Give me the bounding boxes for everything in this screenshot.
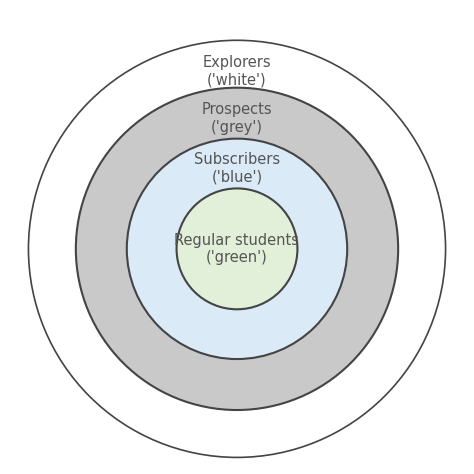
- Text: Prospects
('grey'): Prospects ('grey'): [202, 102, 272, 135]
- Circle shape: [176, 188, 298, 310]
- Text: Regular students
('green'): Regular students ('green'): [174, 233, 300, 265]
- Circle shape: [76, 88, 398, 410]
- Circle shape: [127, 138, 347, 359]
- Text: Explorers
('white'): Explorers ('white'): [203, 55, 271, 87]
- Text: Subscribers
('blue'): Subscribers ('blue'): [194, 152, 280, 184]
- Circle shape: [28, 40, 446, 457]
